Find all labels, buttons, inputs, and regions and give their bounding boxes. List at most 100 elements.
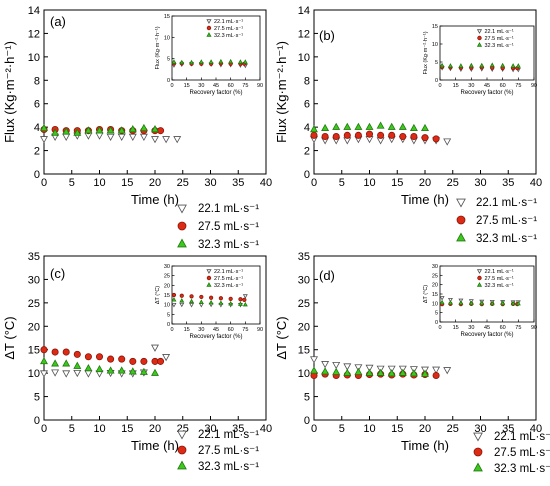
inset-y-tick-label: 10 (164, 35, 170, 41)
data-point (95, 364, 104, 373)
inset-legend-label: 27.5 mL·s⁻¹ (214, 26, 243, 32)
data-point (409, 369, 418, 377)
inset-x-tick-label: 75 (242, 83, 248, 89)
legend-marker (177, 204, 187, 214)
data-point (387, 369, 396, 377)
x-tick-label: 35 (232, 423, 244, 435)
x-tick-label: 30 (474, 423, 486, 435)
data-point (365, 122, 374, 130)
x-tick-label: 0 (311, 423, 317, 435)
data-point (51, 359, 60, 367)
inset-data-point (500, 300, 506, 305)
data-point (129, 357, 137, 365)
x-tick-label: 35 (502, 423, 514, 435)
inset-x-tick-label: 60 (228, 83, 234, 89)
inset-legend-label: 22.1 mL·s⁻¹ (214, 269, 243, 275)
x-tick-label: 5 (69, 423, 75, 435)
legend-marker (177, 221, 187, 231)
legend-label: 27.5 mL·s⁻¹ (198, 221, 259, 233)
inset-y-tick-label: 5 (435, 311, 438, 317)
inset-data-point (171, 292, 177, 298)
y-tick-label: 15 (298, 345, 310, 357)
inset-legend-label: 22.1 mL·s⁻¹ (484, 29, 513, 35)
inset-series-3 (171, 58, 248, 65)
data-point (106, 126, 115, 134)
data-point (62, 127, 71, 135)
inset-y-tick-label: 10 (164, 303, 170, 309)
inset-x-tick-label: 75 (515, 83, 521, 89)
data-point (40, 123, 48, 132)
inset-y-tick-label: 0 (167, 78, 170, 84)
inset-data-point (218, 296, 223, 301)
y-tick-label: 4 (34, 122, 40, 134)
x-tick-label: 5 (69, 177, 75, 189)
x-axis-title: Time (h) (131, 192, 179, 207)
x-tick-label: 25 (447, 177, 459, 189)
data-point (151, 136, 159, 144)
inset-data-point (208, 299, 214, 305)
y-tick-label: 15 (28, 345, 40, 357)
inset-data-point (458, 63, 464, 68)
data-point (377, 131, 385, 139)
inset-data-point (447, 297, 453, 303)
y-tick-label: 25 (28, 298, 40, 310)
inset-x-tick-label: 90 (257, 327, 263, 333)
data-point (106, 366, 115, 374)
y-tick-label: 0 (34, 415, 40, 427)
inset-data-point (242, 294, 248, 299)
inset-data-point (242, 59, 248, 64)
data-point (51, 369, 60, 377)
legend-marker (177, 460, 187, 470)
panel-d: 0 5 10 15 20 25 30 35 40 0 5 10 15 20 25 30 35 Time (h) ΔT… (274, 251, 550, 475)
inset-data-point (218, 300, 224, 305)
y-tick-label: 30 (298, 274, 310, 286)
legend-label: 22.1 mL·s⁻¹ (198, 203, 259, 215)
x-tick-label: 15 (121, 423, 133, 435)
x-tick-label: 30 (204, 423, 216, 435)
inset-data-point (242, 297, 247, 302)
data-point (432, 135, 440, 143)
x-tick-label: 0 (311, 177, 317, 189)
series-2 (40, 346, 165, 365)
inset-legend-label: 27.5 mL·s⁻¹ (214, 276, 243, 282)
data-point (321, 361, 330, 369)
data-point (51, 348, 59, 356)
inset-legend-label: 22.1 mL·s⁻¹ (484, 269, 513, 275)
data-point (387, 122, 396, 130)
inset-x-tick-label: 0 (170, 83, 173, 89)
legend-label: 22.1 mL·s⁻¹ (198, 429, 259, 441)
y-axis-title: ΔT (°C) (274, 316, 289, 359)
series-1 (40, 344, 171, 378)
data-point (106, 133, 115, 141)
data-point (162, 354, 171, 362)
legend-label: 32.3 mL·s⁻¹ (476, 233, 537, 245)
data-point (157, 127, 165, 135)
inset-data-point (515, 300, 521, 306)
inset-x-tick-label: 90 (257, 83, 263, 89)
inset-x-tick-label: 0 (438, 325, 441, 331)
y-tick-label: 8 (304, 75, 310, 87)
x-tick-label: 35 (232, 177, 244, 189)
inset-x-tick-label: 15 (453, 325, 459, 331)
inset-y-tick-label: 5 (167, 57, 170, 63)
inset-data-point (479, 62, 485, 68)
inset-y-tick-label: 20 (432, 283, 438, 289)
data-point (117, 126, 126, 134)
x-tick-label: 10 (93, 423, 105, 435)
data-point (432, 366, 441, 374)
inset-data-point (468, 62, 474, 68)
inset-x-axis-title: Recovery factor (%) (189, 334, 242, 340)
inset-y-tick-label: 20 (164, 283, 170, 289)
data-point (139, 367, 148, 375)
x-axis-title: Time (h) (131, 438, 179, 453)
x-tick-label: 5 (339, 423, 345, 435)
data-point (157, 357, 165, 365)
inset-data-point (171, 303, 177, 308)
inset-y-tick-label: 25 (164, 274, 170, 280)
y-tick-label: 5 (304, 392, 310, 404)
x-axis-title: Time (h) (401, 192, 449, 207)
data-point (118, 355, 126, 363)
inset-legend-label: 32.3 mL·s⁻¹ (484, 283, 513, 289)
inset-data-point (209, 295, 214, 300)
y-tick-label: 25 (298, 298, 310, 310)
